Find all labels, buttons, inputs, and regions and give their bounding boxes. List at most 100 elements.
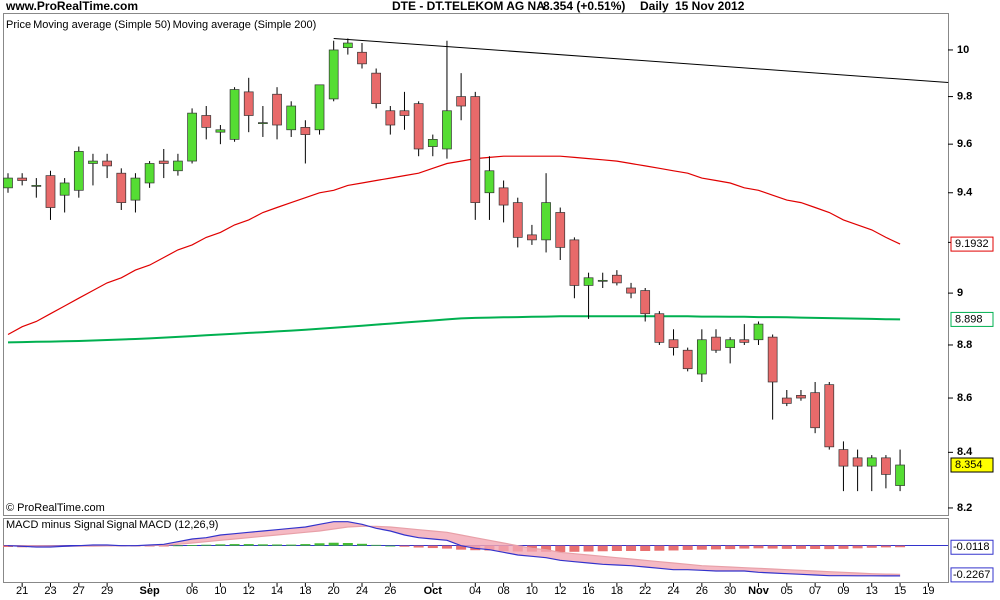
x-tick-label: 26 [696,585,708,597]
candle-body [781,397,792,404]
candle-body [357,51,367,65]
macd-histogram-bar [880,545,891,548]
x-tick-label: 14 [271,585,283,597]
x-tick-label: Oct [424,585,443,597]
candle-body [116,172,127,203]
x-tick-label: 30 [724,585,736,597]
candle-body [597,279,608,282]
period: Daily [640,0,669,13]
macd-histogram-bar [810,545,821,549]
candle-body [484,170,495,194]
macd-histogram-bar [795,545,806,549]
x-tick-label: 08 [497,585,509,597]
macd-histogram-bar [711,545,721,550]
macd-histogram-bar [243,544,254,546]
candle-body [144,163,155,184]
x-tick-label: 26 [384,585,396,597]
candle-body [626,287,636,294]
candle-body [569,239,580,286]
x-tick-label: 18 [611,585,623,597]
copyright: © ProRealTime.com [6,502,105,514]
candle-body [442,110,452,150]
macd-value-label: -0.0118 [953,541,990,553]
candle-body [725,339,736,348]
candle-body [17,177,28,181]
macd-histogram-bar [781,545,792,549]
candle-body [314,84,325,131]
macd-panel [3,518,949,583]
last-price: 8.354 (+0.51%) [543,0,625,13]
candle-body [158,160,169,164]
candle-body [711,336,721,351]
candle-body [300,127,311,135]
macd-histogram-bar [3,545,13,547]
candle-body [328,49,339,100]
y-tick-label: 8.6 [957,392,972,404]
last-price-label: 8.354 [955,459,983,471]
price-panel [3,13,949,516]
candle-body [583,277,594,286]
candle-body [3,177,13,189]
macd-histogram-bar [215,544,226,546]
candle-body [102,160,112,167]
candle-body [824,384,835,448]
x-tick-label: 13 [866,585,878,597]
x-tick-label: 04 [469,585,481,597]
macd-histogram-bar [257,544,268,546]
candle-body [881,457,891,475]
y-tick-label: 10 [957,44,969,56]
candle-body [286,105,297,131]
candle-body [640,290,651,315]
macd-histogram-bar [725,545,736,550]
legend-entry: Moving average (Simple 200) [173,19,317,31]
moving-average-line [7,155,901,336]
macd-histogram-bar [314,543,325,546]
macd-histogram-bar [371,544,382,546]
x-tick-label: 10 [214,585,226,597]
macd-histogram-bar [838,545,849,549]
candle-body [59,182,70,196]
x-tick-label: 12 [243,585,255,597]
macd-value-label: -0.2267 [953,569,990,581]
x-tick-label: 18 [299,585,311,597]
date: 15 Nov 2012 [675,0,745,13]
x-tick-label: 10 [526,585,538,597]
candle-body [527,234,537,241]
macd-histogram-bar [569,545,580,552]
y-tick-label: 8.4 [957,446,973,458]
x-tick-label: 29 [101,585,113,597]
macd-histogram-bar [201,544,212,546]
macd-histogram-bar [413,545,424,548]
macd-histogram-bar [172,545,183,547]
macd-histogram-bar [583,545,594,552]
x-tick-label: Nov [748,585,770,597]
x-tick-label: 19 [922,585,934,597]
macd-legend-entry: Signal [106,519,137,531]
macd-histogram-bar [229,544,240,546]
macd-histogram-bar [753,545,764,549]
candle-body [201,115,212,128]
macd-legend-entry: MACD minus Signal [6,519,104,531]
macd-histogram-bar [427,545,438,549]
x-tick-label: 27 [73,585,85,597]
candle-body [187,112,197,162]
macd-histogram-bar [555,545,566,553]
macd-histogram-bar [852,545,863,549]
macd-histogram-bar [328,542,339,546]
macd-value-box [950,539,994,555]
candle-body [541,202,551,241]
macd-histogram-bar [286,544,297,546]
candle-body [427,139,438,147]
candle-body [838,449,849,467]
x-tick-label: 21 [16,585,28,597]
candle-body [682,349,693,370]
candle-body [130,177,141,201]
x-tick-label: 24 [356,585,368,597]
trendline [333,37,949,83]
moving-average-line [7,315,901,344]
macd-histogram-bar [654,545,665,551]
macd-histogram-bar [597,545,608,552]
last-value-label-box [950,236,994,252]
candle-body [243,91,254,116]
candle-body [852,457,863,467]
